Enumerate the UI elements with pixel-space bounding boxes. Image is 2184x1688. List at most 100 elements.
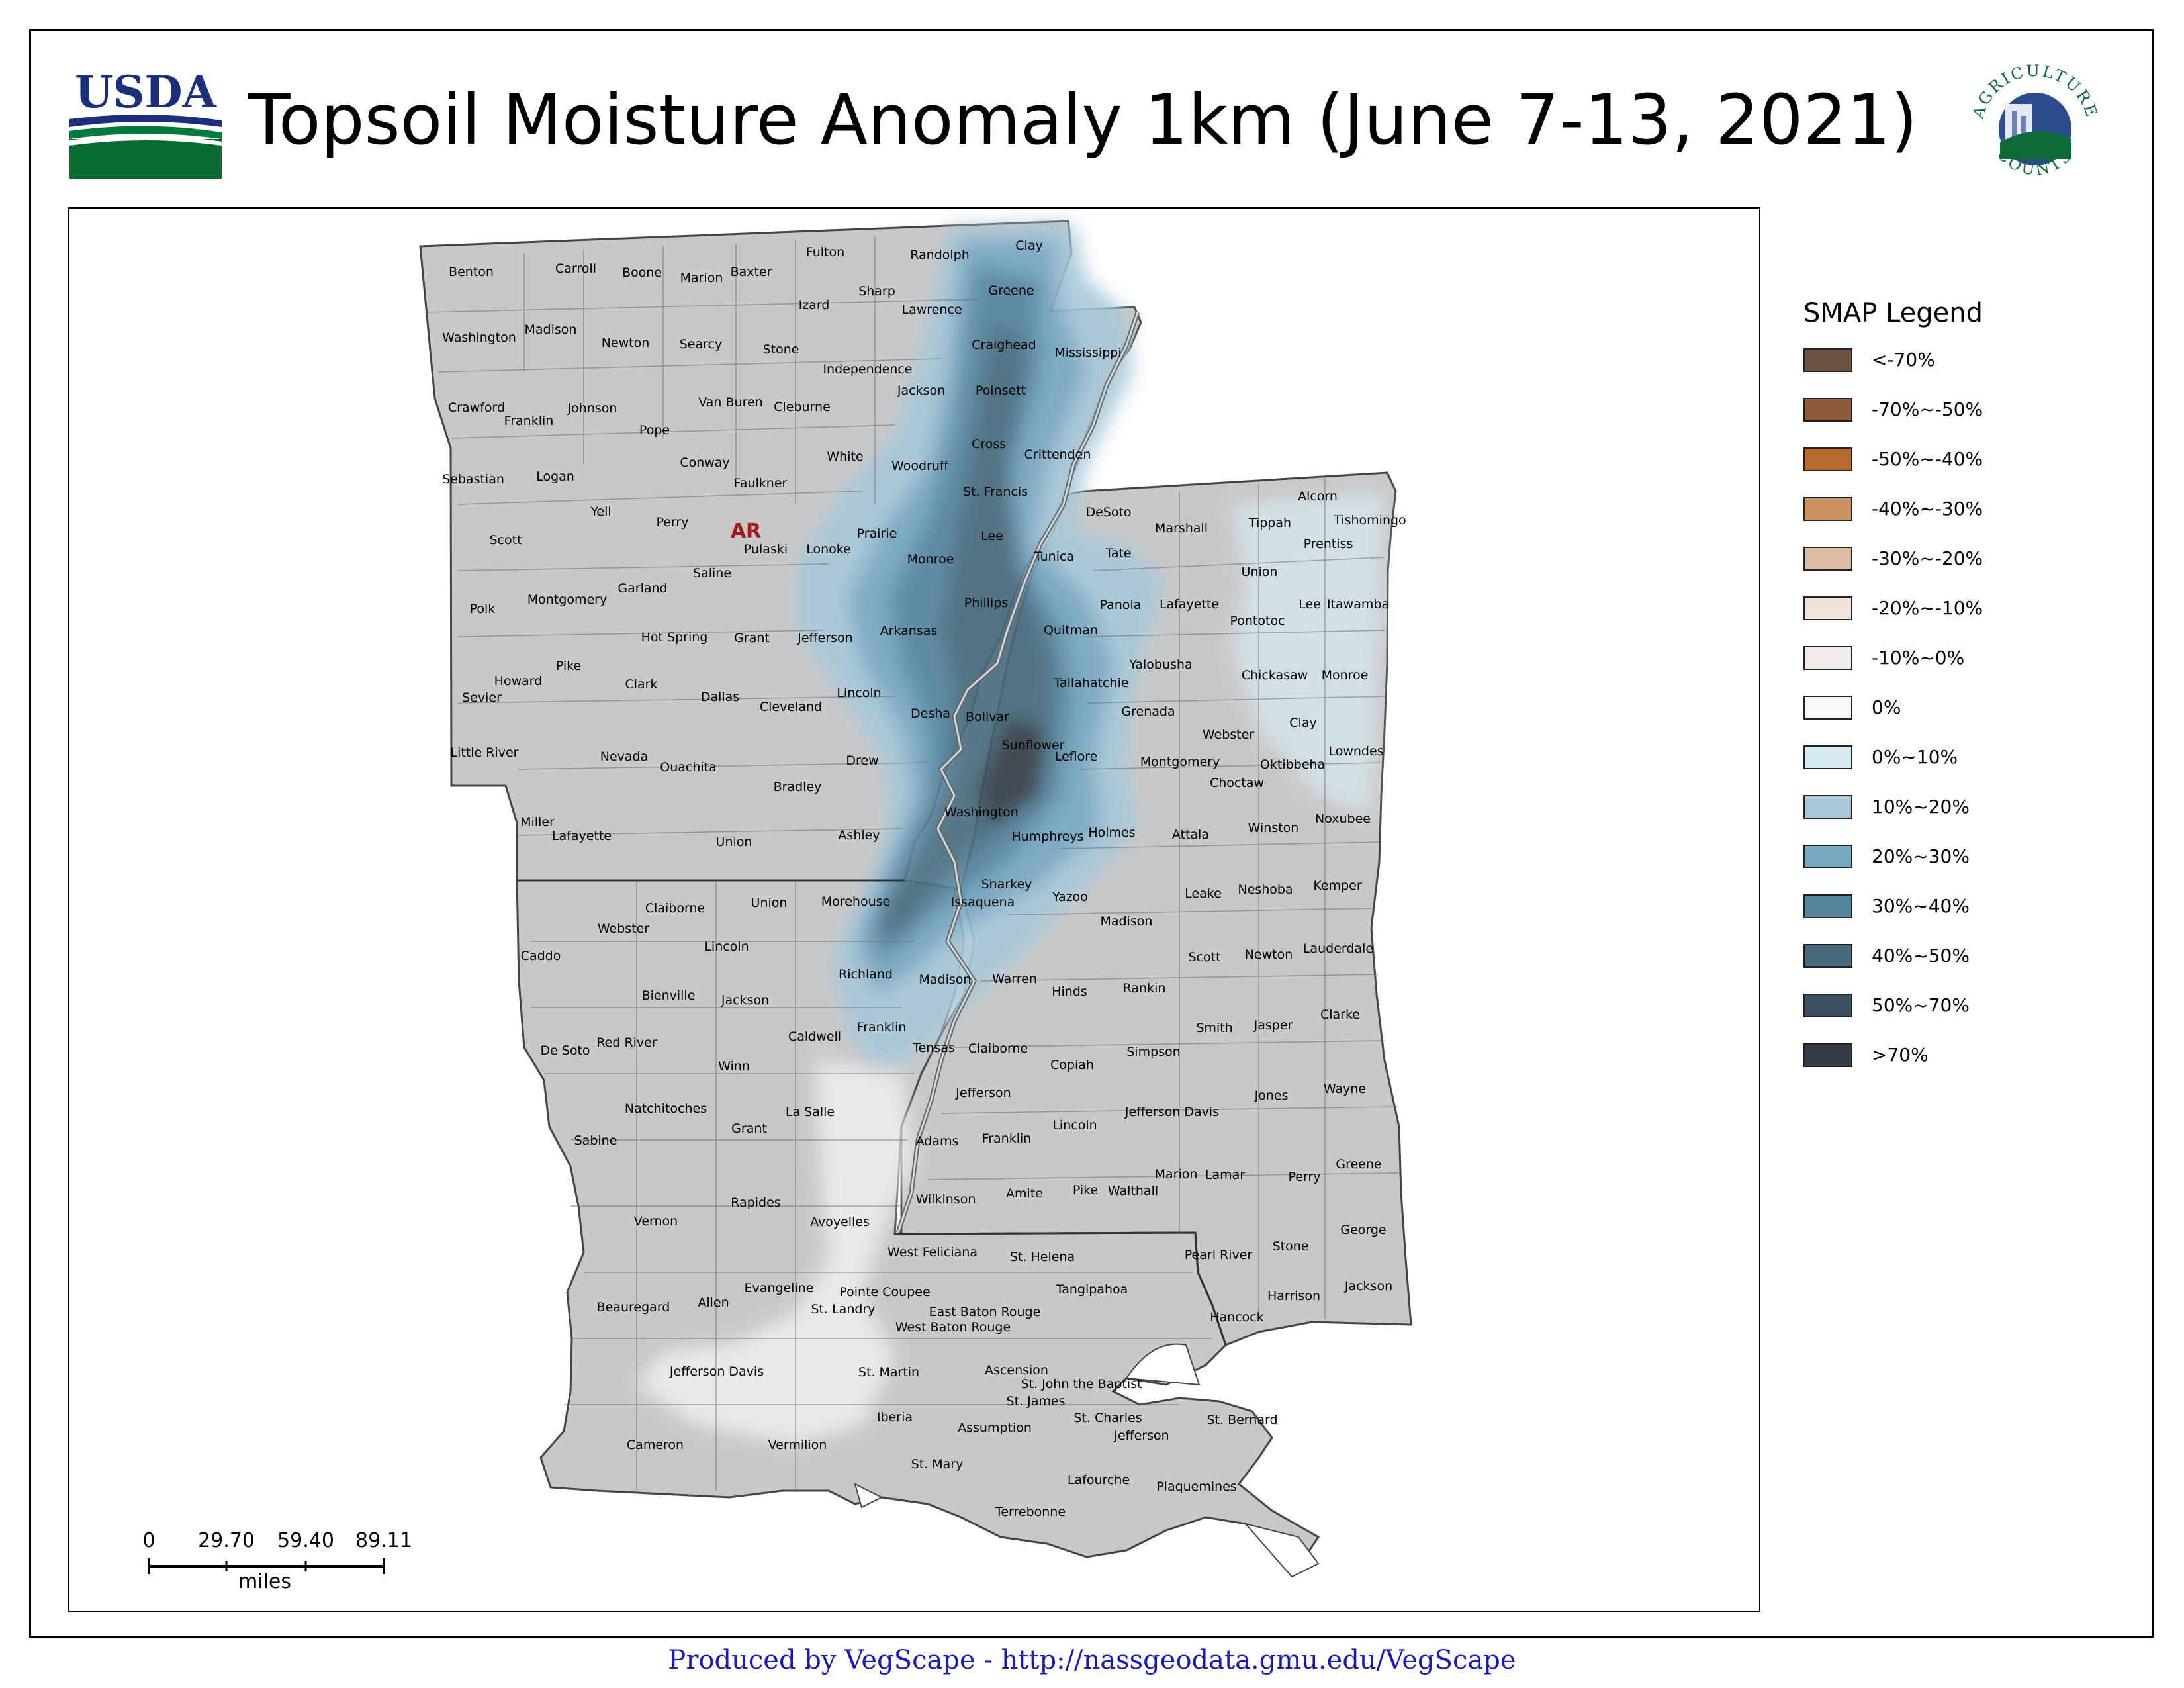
legend-label: <-70% — [1872, 349, 1935, 371]
county-label: Faulkner — [734, 476, 788, 491]
county-label: Randolph — [910, 248, 970, 262]
legend-swatch — [1803, 1043, 1852, 1067]
legend-item: 40%~50% — [1803, 944, 1983, 994]
county-label: Kemper — [1313, 878, 1361, 893]
legend-item: 50%~70% — [1803, 994, 1983, 1043]
county-label: Winn — [718, 1059, 750, 1074]
county-label: Woodruff — [891, 459, 949, 473]
county-label: Greene — [1336, 1157, 1381, 1172]
county-label: Newton — [602, 336, 650, 350]
county-label: Craighead — [972, 338, 1036, 352]
county-label: Benton — [449, 265, 494, 279]
county-label: Johnson — [567, 401, 617, 416]
county-label: Caldwell — [788, 1029, 841, 1044]
county-label: Sharp — [858, 284, 895, 299]
county-label: Clay — [1289, 716, 1316, 730]
county-label: Assumption — [958, 1421, 1032, 1435]
county-label: Desha — [911, 706, 950, 721]
county-label: Neshoba — [1238, 882, 1293, 897]
county-label: Webster — [598, 921, 649, 936]
scalebar: 0 29.70 59.40 89.11 miles — [132, 1529, 412, 1595]
county-label: Lee — [1298, 597, 1321, 612]
county-label: St. Helena — [1010, 1250, 1075, 1264]
county-label: De Soto — [540, 1043, 590, 1058]
county-label: Iberia — [877, 1410, 913, 1425]
county-label: Humphreys — [1011, 829, 1083, 844]
county-label: Conway — [680, 455, 729, 470]
county-label: Nevada — [600, 749, 649, 764]
map-canvas[interactable]: Benton Carroll Boone Marion Baxter Fulton Rand… — [69, 209, 1760, 1612]
county-label: Allen — [698, 1295, 729, 1310]
county-label: Izard — [799, 298, 830, 312]
county-label: Webster — [1203, 727, 1254, 742]
county-label: Sabine — [574, 1133, 617, 1148]
legend-swatch — [1803, 696, 1852, 720]
scale-tick-1: 29.70 — [198, 1529, 255, 1552]
scale-tick-0: 0 — [142, 1529, 156, 1552]
usda-logo-icon: USDA — [69, 73, 222, 179]
county-label: Pontotoc — [1230, 614, 1285, 628]
legend-item: -30%~-20% — [1803, 547, 1983, 596]
county-label: Tate — [1105, 546, 1131, 561]
county-label: Rapides — [731, 1196, 780, 1210]
county-label: Lonoke — [806, 542, 851, 557]
county-label: Jackson — [721, 993, 769, 1008]
legend-swatch — [1803, 646, 1852, 670]
county-label: Jefferson — [955, 1086, 1011, 1100]
county-label: Simpson — [1126, 1045, 1180, 1059]
scale-tick-2: 59.40 — [277, 1529, 334, 1552]
county-label: West Feliciana — [887, 1245, 978, 1260]
county-label: Boone — [622, 265, 662, 280]
county-label: Rankin — [1123, 981, 1166, 996]
county-label: Claiborne — [968, 1041, 1028, 1056]
county-label: George — [1340, 1223, 1386, 1237]
legend-swatch — [1803, 398, 1852, 422]
legend-label: 10%~20% — [1872, 796, 1970, 818]
county-label: Warren — [992, 972, 1037, 986]
county-label: Clark — [625, 677, 657, 692]
legend-item: <-70% — [1803, 348, 1983, 398]
county-label: Pike — [556, 659, 581, 673]
county-label: Madison — [919, 972, 972, 987]
county-label: Marshall — [1155, 521, 1208, 536]
county-label: Natchitoches — [625, 1102, 707, 1116]
county-label: St. Martin — [858, 1365, 919, 1380]
county-label: Richland — [839, 967, 893, 982]
county-label: Leake — [1185, 886, 1222, 901]
legend-item: -10%~0% — [1803, 646, 1983, 696]
county-label: Washington — [944, 805, 1019, 820]
county-label: Panola — [1100, 598, 1142, 612]
county-label: Grant — [731, 1121, 767, 1136]
county-label: Vernon — [634, 1214, 678, 1229]
legend-swatch — [1803, 994, 1852, 1017]
legend-items: <-70% -70%~-50% -50%~-40% -40%~-30% -30%~-20… — [1803, 348, 1983, 1093]
legend-swatch — [1803, 894, 1852, 918]
county-label: Copiah — [1050, 1058, 1094, 1072]
county-label: Tangipahoa — [1056, 1282, 1128, 1297]
county-label: Lafayette — [552, 829, 612, 843]
county-label: Sevier — [462, 690, 502, 705]
county-label: Fulton — [806, 245, 844, 259]
county-label: Terrebonne — [995, 1505, 1066, 1519]
county-label: Montgomery — [1140, 755, 1220, 769]
county-label: Newton — [1245, 947, 1293, 962]
county-label: Pulaski — [744, 542, 788, 557]
county-label: Bradley — [774, 780, 822, 794]
county-label: Lowndes — [1328, 744, 1383, 759]
county-label: DeSoto — [1085, 505, 1131, 520]
county-label: Sebastian — [442, 472, 504, 487]
legend-item: 0%~10% — [1803, 745, 1983, 795]
footer-credit[interactable]: Produced by VegScape - http://nassgeodat… — [668, 1645, 1516, 1675]
county-label: Marion — [680, 271, 723, 285]
map-panel[interactable]: Benton Carroll Boone Marion Baxter Fulton Rand… — [68, 207, 1760, 1612]
county-label: Lafourche — [1068, 1473, 1130, 1487]
county-label: Ashley — [838, 828, 880, 843]
county-label: Cleveland — [760, 700, 822, 714]
county-label: Phillips — [964, 596, 1009, 610]
county-label: Bienville — [642, 988, 696, 1003]
county-label: Smith — [1196, 1021, 1232, 1035]
county-label: Chickasaw — [1242, 668, 1308, 682]
legend-item: -40%~-30% — [1803, 497, 1983, 547]
county-label: Perry — [656, 515, 688, 530]
scale-tick-3: 89.11 — [355, 1529, 412, 1552]
